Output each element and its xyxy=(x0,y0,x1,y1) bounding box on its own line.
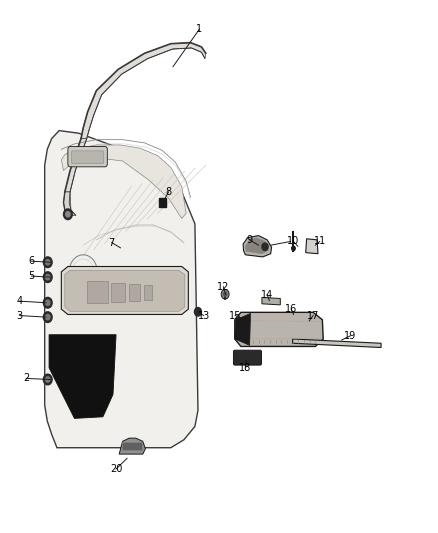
FancyBboxPatch shape xyxy=(68,147,107,167)
Polygon shape xyxy=(64,192,76,215)
Circle shape xyxy=(43,272,52,282)
Bar xyxy=(129,284,140,301)
Polygon shape xyxy=(235,313,251,345)
Text: 18: 18 xyxy=(239,363,251,373)
Polygon shape xyxy=(65,139,87,192)
Circle shape xyxy=(66,212,70,217)
Circle shape xyxy=(262,243,268,251)
Circle shape xyxy=(46,377,50,382)
Circle shape xyxy=(46,260,50,265)
Circle shape xyxy=(292,246,295,251)
Text: 1: 1 xyxy=(196,25,202,34)
Bar xyxy=(159,198,166,207)
Text: 5: 5 xyxy=(28,271,35,281)
Text: 12: 12 xyxy=(217,282,230,292)
Circle shape xyxy=(223,292,227,297)
Circle shape xyxy=(46,274,50,280)
Circle shape xyxy=(46,314,50,320)
Polygon shape xyxy=(61,266,188,314)
FancyBboxPatch shape xyxy=(71,151,104,164)
Polygon shape xyxy=(262,297,280,305)
Text: 6: 6 xyxy=(28,256,35,266)
Circle shape xyxy=(43,297,52,308)
Polygon shape xyxy=(235,312,323,346)
Polygon shape xyxy=(65,270,185,311)
Circle shape xyxy=(43,374,52,385)
Polygon shape xyxy=(61,145,186,219)
Bar xyxy=(144,285,152,300)
Text: 15: 15 xyxy=(229,311,241,320)
Text: 14: 14 xyxy=(261,290,273,300)
Polygon shape xyxy=(245,238,268,254)
Bar xyxy=(111,283,125,302)
Circle shape xyxy=(64,209,72,220)
Polygon shape xyxy=(293,339,381,348)
Text: 7: 7 xyxy=(109,238,115,247)
Polygon shape xyxy=(119,438,145,454)
Circle shape xyxy=(46,300,50,305)
Text: 10: 10 xyxy=(287,237,300,246)
FancyBboxPatch shape xyxy=(233,350,261,365)
Bar xyxy=(87,281,108,303)
Text: 17: 17 xyxy=(307,311,319,320)
Text: 3: 3 xyxy=(17,311,23,320)
Text: 16: 16 xyxy=(285,304,297,314)
Circle shape xyxy=(221,289,229,299)
Text: 20: 20 xyxy=(110,464,122,474)
Circle shape xyxy=(43,257,52,268)
Polygon shape xyxy=(243,236,272,257)
Circle shape xyxy=(43,312,52,322)
Text: 4: 4 xyxy=(17,296,23,306)
Text: 8: 8 xyxy=(166,187,172,197)
Polygon shape xyxy=(45,131,198,448)
Text: 9: 9 xyxy=(247,235,253,245)
Bar xyxy=(122,442,142,450)
Circle shape xyxy=(194,308,201,316)
Polygon shape xyxy=(306,239,318,254)
Text: 11: 11 xyxy=(314,237,326,246)
Text: 2: 2 xyxy=(23,374,29,383)
Text: 13: 13 xyxy=(198,311,210,320)
Polygon shape xyxy=(49,335,116,418)
Text: 19: 19 xyxy=(344,331,357,341)
Polygon shape xyxy=(81,43,206,139)
Circle shape xyxy=(290,312,297,319)
